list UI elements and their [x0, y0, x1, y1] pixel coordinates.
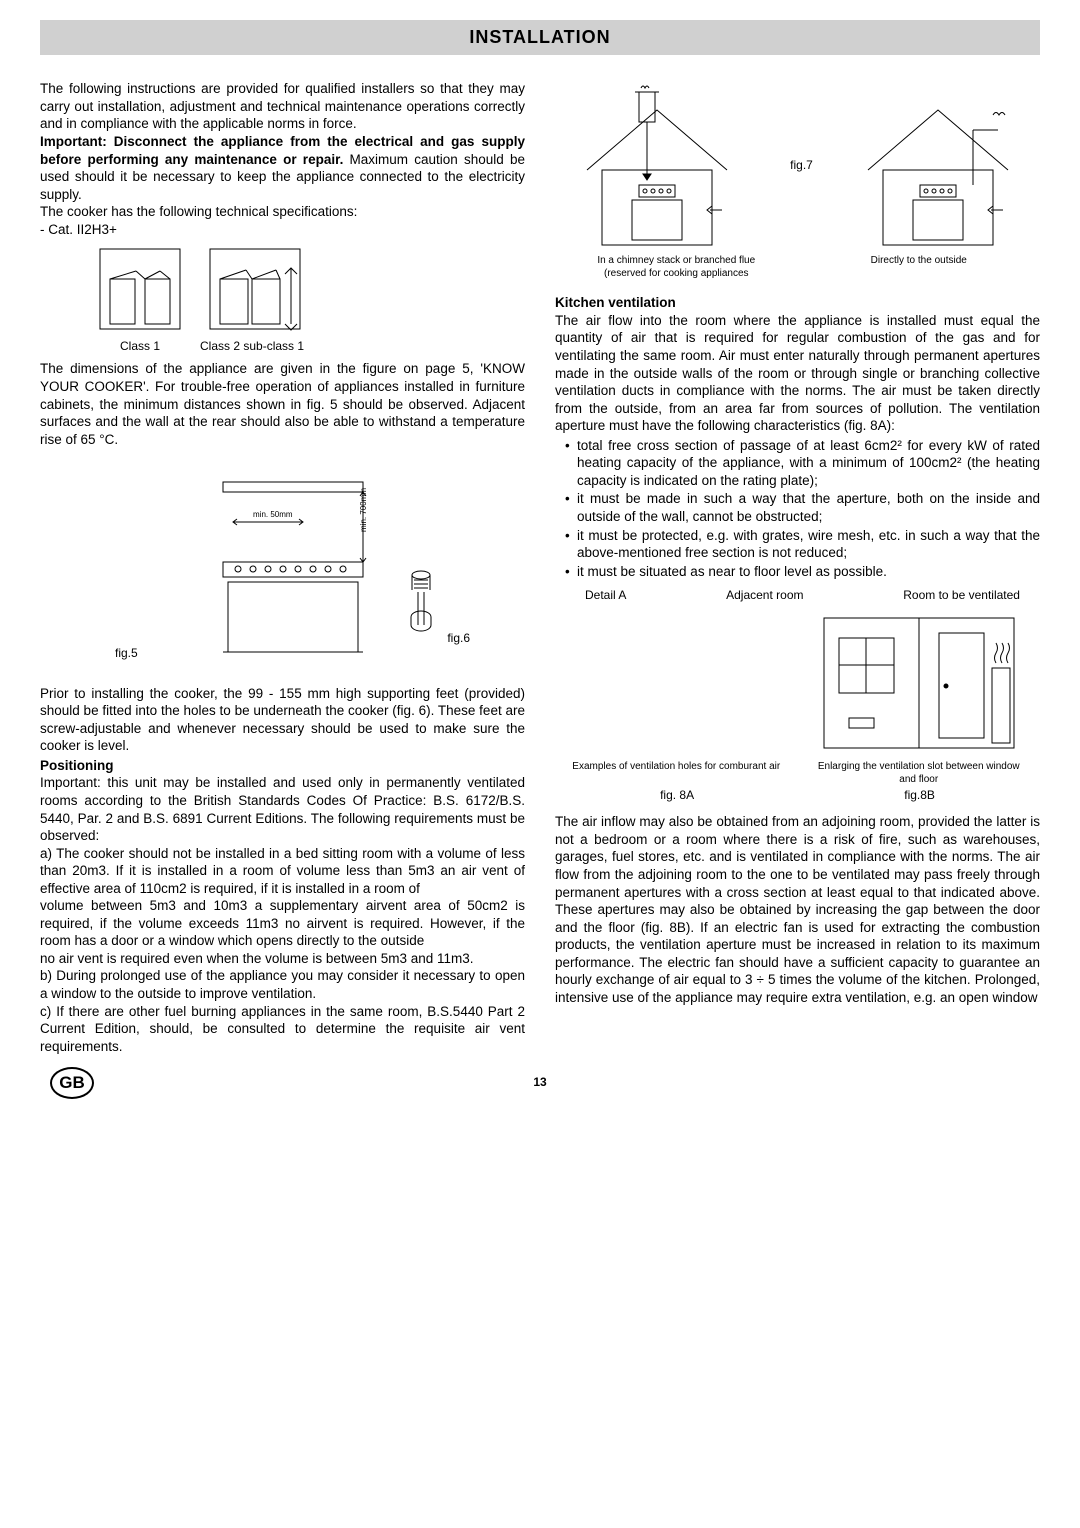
- class2-label: Class 2 sub-class 1: [200, 339, 304, 355]
- fig5-6-diagram: min. 50mm min. 700mm fig.5 fig.6: [40, 462, 525, 667]
- fig6-label: fig.6: [447, 631, 470, 647]
- important-text: Important: Disconnect the appliance from…: [40, 133, 525, 203]
- class1-label: Class 1: [120, 339, 160, 355]
- positioning-a3: no air vent is required even when the vo…: [40, 950, 525, 968]
- kitchen-vent-heading: Kitchen ventilation: [555, 294, 1040, 312]
- content-columns: The following instructions are provided …: [40, 80, 1040, 1055]
- fig7-diagram: fig.7: [555, 80, 1040, 250]
- bullet-item: it must be made in such a way that the a…: [565, 490, 1040, 525]
- inflow-text: The air inflow may also be obtained from…: [555, 813, 1040, 1006]
- bullet-item: total free cross section of passage of a…: [565, 437, 1040, 490]
- fig5-label: fig.5: [115, 646, 138, 662]
- positioning-a2: volume between 5m3 and 10m3 a supplement…: [40, 897, 525, 950]
- vent-bullets: total free cross section of passage of a…: [555, 437, 1040, 580]
- bullet-item: it must be protected, e.g. with grates, …: [565, 527, 1040, 562]
- fig8-diagram: A: [555, 608, 1040, 758]
- bullet-item: it must be situated as near to floor lev…: [565, 563, 1040, 581]
- class-diagram: Class 1 Class 2 sub-class 1: [40, 244, 525, 354]
- positioning-heading: Positioning: [40, 757, 525, 775]
- tech-spec-text: The cooker has the following technical s…: [40, 203, 525, 221]
- gb-badge: GB: [50, 1067, 94, 1099]
- left-column: The following instructions are provided …: [40, 80, 525, 1055]
- page-footer: GB 13: [40, 1075, 1040, 1091]
- intro-text: The following instructions are provided …: [40, 80, 525, 133]
- fig7-captions: In a chimney stack or branched flue (res…: [555, 254, 1040, 280]
- page-number: 13: [533, 1075, 546, 1091]
- dimensions-text: The dimensions of the appliance are give…: [40, 360, 525, 448]
- fig7-label: fig.7: [790, 158, 813, 174]
- positioning-1: Important: this unit may be installed an…: [40, 774, 525, 844]
- positioning-a: a) The cooker should not be installed in…: [40, 845, 525, 898]
- kitchen-vent-body: The air flow into the room where the app…: [555, 312, 1040, 435]
- fig8-bottom-captions: Examples of ventilation holes for combur…: [555, 760, 1040, 786]
- cat-text: - Cat. II2H3+: [40, 221, 525, 239]
- fig8-top-labels: Detail A Adjacent room Room to be ventil…: [555, 588, 1040, 608]
- fig8-labels: fig. 8A fig.8B: [555, 788, 1040, 804]
- right-column: fig.7 In a chimney stack or branc: [555, 80, 1040, 1055]
- min50-label: min. 50mm: [253, 510, 293, 519]
- feet-text: Prior to installing the cooker, the 99 -…: [40, 685, 525, 755]
- min700-label: min. 700mm: [359, 488, 368, 532]
- section-header: INSTALLATION: [40, 20, 1040, 55]
- positioning-b: b) During prolonged use of the appliance…: [40, 967, 525, 1002]
- positioning-c: c) If there are other fuel burning appli…: [40, 1003, 525, 1056]
